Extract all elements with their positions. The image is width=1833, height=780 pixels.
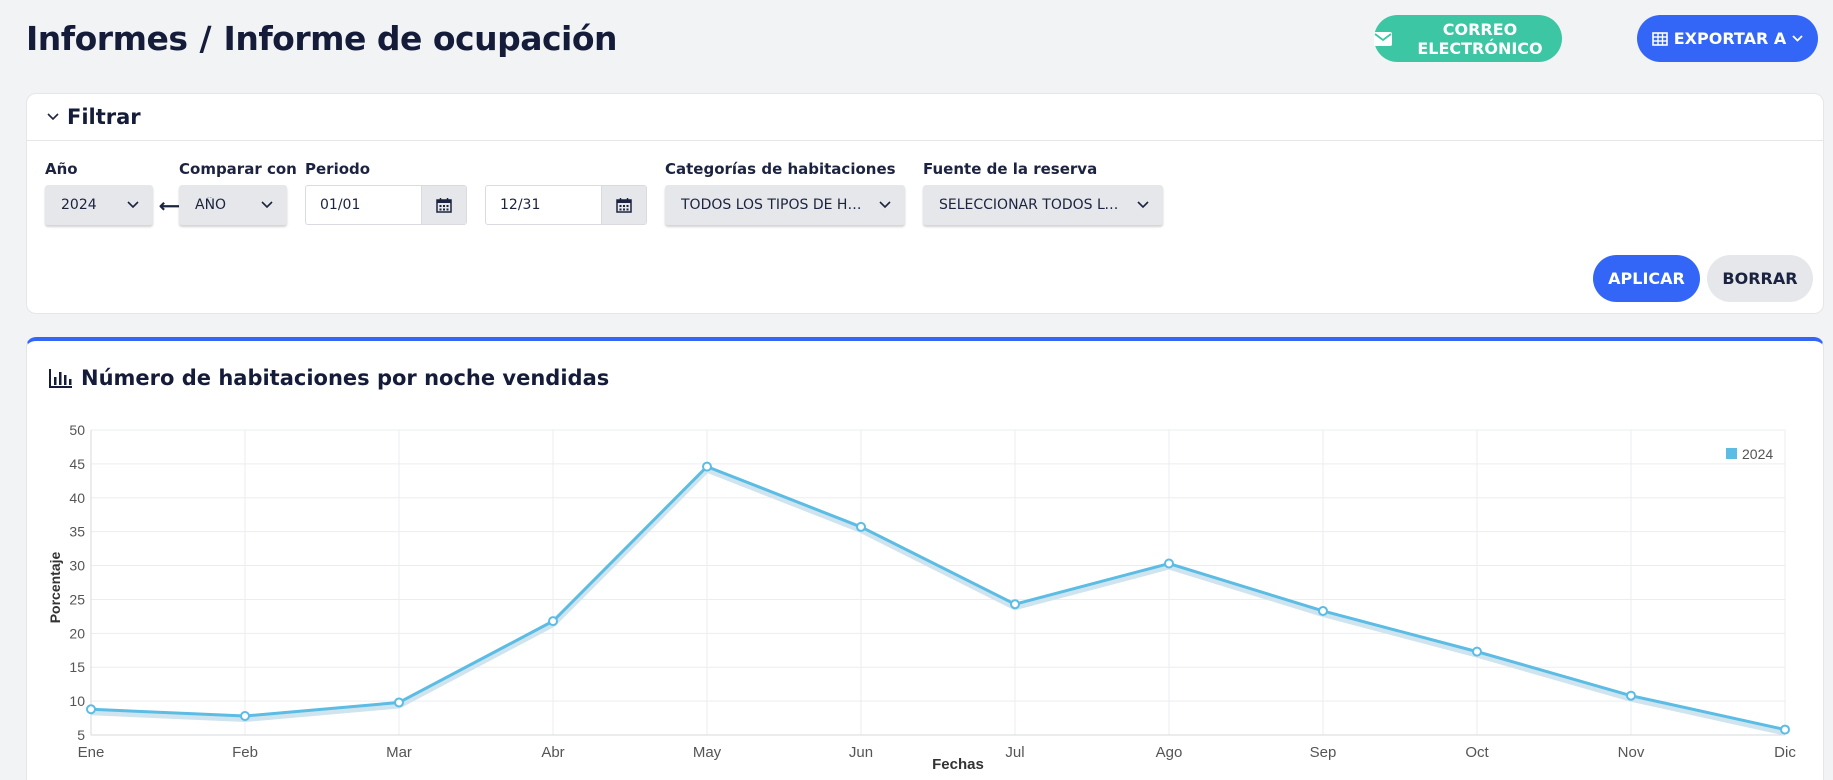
chevron-down-icon <box>261 201 273 209</box>
compare-value: AÑO <box>195 197 227 213</box>
room-categories-value: TODOS LOS TIPOS DE HABITACIÓN <box>681 197 871 213</box>
export-button-label: EXPORTAR A <box>1673 29 1787 48</box>
calendar-button[interactable] <box>421 186 466 224</box>
room-categories-select[interactable]: TODOS LOS TIPOS DE HABITACIÓN <box>665 185 905 225</box>
chevron-down-icon <box>127 201 139 209</box>
chevron-down-icon <box>47 113 59 121</box>
compare-label: Comparar con <box>179 160 297 178</box>
apply-button[interactable]: APLICAR <box>1593 255 1700 302</box>
year-value: 2024 <box>61 197 97 213</box>
year-select[interactable]: 2024 <box>45 185 153 225</box>
year-label: Año <box>45 160 78 178</box>
page-title: Informe de ocupación <box>223 18 618 58</box>
chevron-down-icon <box>1792 35 1803 42</box>
email-button[interactable]: CORREO ELECTRÓNICO <box>1374 15 1562 62</box>
table-icon <box>1651 31 1668 46</box>
chart-title: Número de habitaciones por noche vendida… <box>81 366 610 390</box>
period-end-field <box>485 185 647 225</box>
chevron-down-icon <box>879 201 891 209</box>
chevron-down-icon <box>1137 201 1149 209</box>
clear-button[interactable]: BORRAR <box>1707 255 1813 302</box>
booking-source-value: SELECCIONAR TODOS LOS CANALES <box>939 197 1129 213</box>
email-button-label: CORREO ELECTRÓNICO <box>1417 19 1543 58</box>
bar-chart-icon <box>49 369 72 388</box>
chart-header: Número de habitaciones por noche vendida… <box>49 366 609 390</box>
booking-source-select[interactable]: SELECCIONAR TODOS LOS CANALES <box>923 185 1163 225</box>
compare-select[interactable]: AÑO <box>179 185 287 225</box>
breadcrumb-separator: / <box>199 18 212 58</box>
export-button[interactable]: EXPORTAR A <box>1637 15 1818 62</box>
filter-toggle[interactable]: Filtrar <box>27 94 1823 141</box>
compare-connector: ⟷ <box>159 196 185 216</box>
envelope-icon <box>1374 31 1392 46</box>
period-start-field <box>305 185 467 225</box>
booking-source-label: Fuente de la reserva <box>923 160 1098 178</box>
chart-panel <box>26 337 1824 780</box>
calendar-icon <box>436 198 452 213</box>
breadcrumb-root[interactable]: Informes <box>26 18 188 58</box>
period-start-input[interactable] <box>306 186 421 224</box>
period-end-input[interactable] <box>486 186 601 224</box>
calendar-button[interactable] <box>601 186 646 224</box>
period-label: Periodo <box>305 160 371 178</box>
room-categories-label: Categorías de habitaciones <box>665 160 896 178</box>
page-header: Informes / Informe de ocupación <box>26 14 618 62</box>
filter-title: Filtrar <box>67 105 141 129</box>
calendar-icon <box>616 198 632 213</box>
